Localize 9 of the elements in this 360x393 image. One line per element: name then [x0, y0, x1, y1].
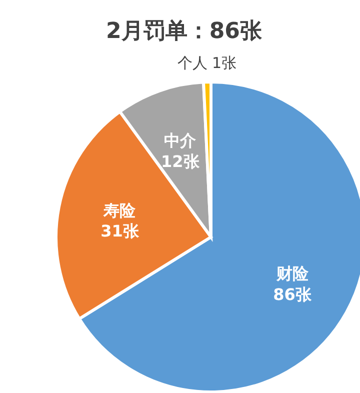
data-label: 86张 — [273, 284, 312, 304]
slice-label: 中介 — [164, 131, 198, 150]
chart-title: 2月罚单：86张 — [105, 18, 263, 46]
slice-label: 寿险 — [102, 200, 137, 220]
data-label: 1张 — [212, 54, 237, 72]
slice-label: 个人 — [177, 54, 208, 72]
data-label: 12张 — [161, 152, 200, 171]
data-label: 31张 — [100, 222, 140, 241]
slice-label: 财险 — [275, 264, 310, 283]
